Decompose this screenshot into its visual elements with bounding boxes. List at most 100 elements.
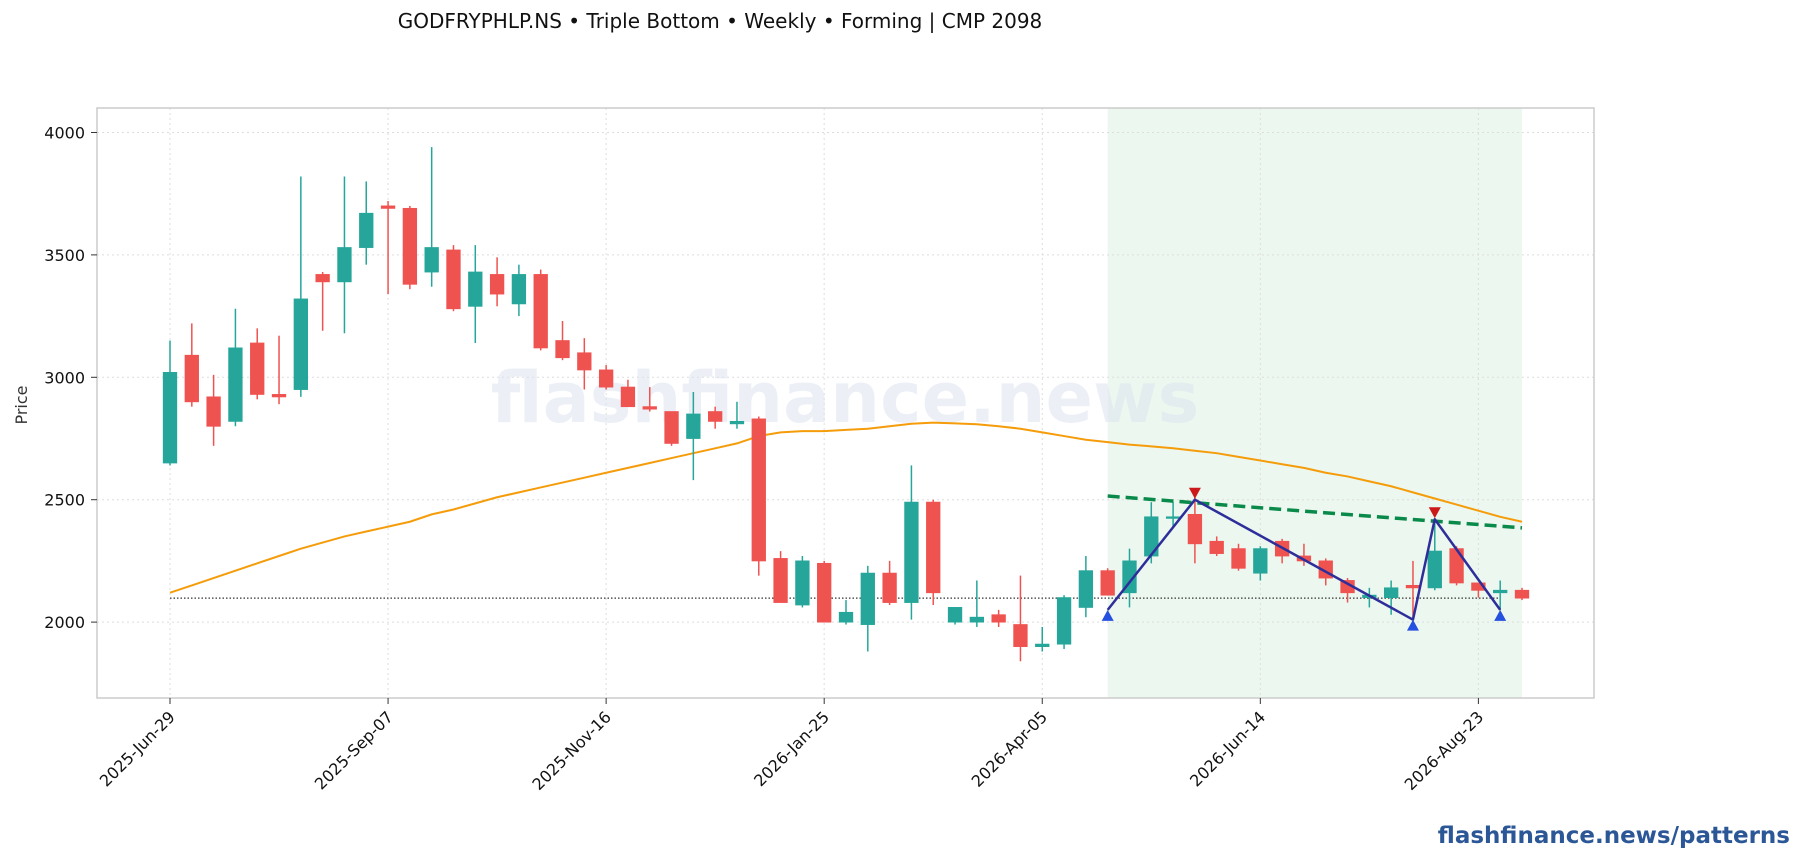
candle-body [642, 406, 657, 410]
candle-body [1471, 582, 1486, 591]
candle-body [380, 205, 396, 209]
chart-title: GODFRYPHLP.NS • Triple Bottom • Weekly •… [398, 9, 1043, 33]
candle [1340, 578, 1355, 603]
candle [882, 560, 897, 605]
candle-body [773, 558, 788, 603]
candle [206, 374, 221, 446]
candle-body [402, 207, 418, 285]
candle [1253, 546, 1268, 581]
y-tick-label: 3000 [44, 368, 85, 387]
candle-body [271, 394, 287, 398]
candle-body [795, 560, 810, 606]
candle [1427, 519, 1442, 591]
candle-body [533, 274, 548, 349]
candle [664, 411, 679, 446]
candle-body [1187, 513, 1203, 545]
candle-body [969, 616, 984, 623]
candle-body [424, 247, 439, 273]
candle-body [926, 501, 941, 594]
x-tick-label: 2026-Apr-05 [968, 707, 1051, 790]
plot-frame [96, 107, 1595, 699]
pattern-group [1101, 487, 1523, 631]
candle [184, 323, 199, 407]
candle-body [664, 411, 679, 444]
candle [1514, 587, 1530, 601]
candle-body [1493, 589, 1508, 594]
moving-average-group [169, 421, 1523, 594]
candle-body [1253, 548, 1268, 574]
x-tick-label: 2026-Jan-25 [750, 707, 833, 790]
candle-body [184, 354, 199, 403]
candle-body [555, 340, 570, 359]
y-tick-label: 2500 [44, 491, 85, 510]
y-tick-label: 2000 [44, 613, 85, 632]
footer-link[interactable]: flashfinance.news/patterns [1438, 823, 1790, 849]
candle [708, 406, 723, 429]
watermark: flashfinance.news [491, 357, 1200, 439]
bottom-marker [1494, 609, 1507, 621]
y-axis: 2000 2500 3000 3500 4000 [44, 123, 97, 632]
x-tick-label: 2025-Sep-07 [311, 707, 397, 793]
candle-body [751, 418, 766, 562]
candle [1209, 536, 1224, 557]
candle [860, 565, 875, 652]
candle [1078, 556, 1094, 618]
candle [315, 272, 330, 331]
x-tick-label: 2026-Jun-14 [1186, 707, 1269, 790]
candle [751, 416, 766, 576]
y-tick-label: 3500 [44, 246, 85, 265]
candles-group [162, 147, 1530, 662]
candle [947, 607, 963, 625]
candle [1449, 546, 1464, 586]
candle [1100, 568, 1115, 596]
candle [1187, 497, 1203, 564]
bottom-marker [1406, 619, 1419, 631]
candle-body [882, 572, 897, 603]
moving-average-line [169, 421, 1523, 594]
candle [228, 308, 243, 427]
candle-body [1078, 570, 1094, 608]
candle [293, 176, 308, 397]
candle-body [337, 247, 352, 283]
candle-body [468, 271, 483, 307]
candle-body [206, 396, 221, 427]
candle-body [577, 352, 592, 371]
candle [991, 609, 1006, 628]
candle [904, 465, 919, 620]
resistance-line [1107, 494, 1523, 530]
candle [598, 365, 614, 390]
candle [795, 556, 810, 608]
y-axis-label: Price [12, 385, 31, 424]
candle [555, 320, 570, 361]
candle [577, 338, 592, 390]
candle-body [1056, 597, 1072, 645]
candle [359, 181, 374, 265]
candle-body [446, 249, 461, 310]
candle-body [1013, 624, 1028, 647]
candle-body [1449, 548, 1464, 584]
candle-body [620, 386, 636, 408]
candle-body [1384, 587, 1399, 599]
candle-body [293, 298, 308, 390]
candle [446, 245, 461, 312]
bottom-marker [1101, 609, 1114, 621]
candle [489, 257, 505, 307]
pattern-region [1107, 108, 1522, 698]
candle [838, 600, 854, 625]
candle [1471, 582, 1486, 598]
candle-body [1427, 550, 1442, 589]
x-tick-label: 2025-Jun-29 [96, 707, 179, 790]
x-axis: 2025-Jun-29 2025-Sep-07 2025-Nov-16 2026-Ja… [96, 698, 1487, 794]
candle-body [838, 611, 854, 623]
candle [1013, 575, 1028, 662]
candle [1493, 580, 1508, 610]
top-marker [1188, 487, 1201, 499]
candle-body [904, 501, 919, 603]
candle [337, 176, 352, 334]
candle [773, 551, 788, 603]
candle [926, 499, 941, 605]
x-tick-label: 2026-Aug-23 [1401, 707, 1488, 794]
candle [686, 391, 701, 481]
candle-body [511, 274, 527, 305]
